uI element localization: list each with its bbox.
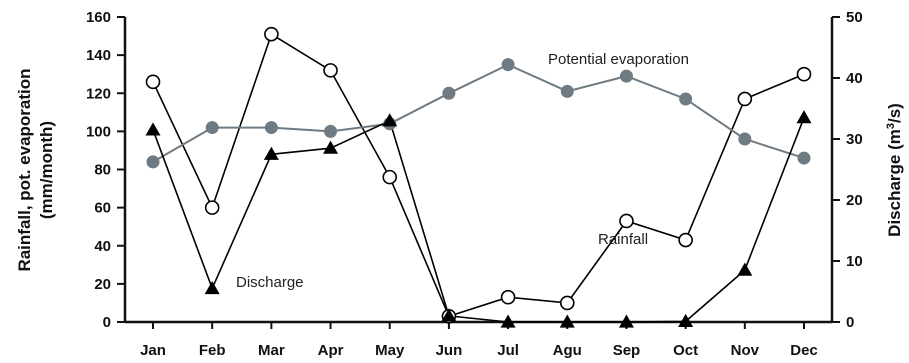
discharge-point [500, 314, 516, 328]
evaporation-point [560, 84, 574, 98]
left-axis-title-line1: Rainfall, pot. evaporation [15, 68, 34, 271]
evaporation-point [619, 69, 633, 83]
x-tick-label: Oct [673, 342, 698, 359]
discharge-point [323, 140, 339, 154]
rainfall-point [264, 26, 279, 42]
rainfall-point [500, 289, 516, 305]
evaporation-line [152, 63, 805, 163]
rainfall-point [204, 200, 220, 215]
x-tick-label: Nov [731, 342, 760, 359]
x-tick-label: Jul [497, 342, 519, 359]
evaporation-point [442, 86, 456, 100]
evaporation-point [679, 92, 693, 106]
evaporation-point [324, 124, 338, 138]
right-tick-label: 20 [846, 192, 863, 209]
discharge-point [263, 146, 279, 160]
discharge-point [441, 308, 457, 322]
left-axis-title: Rainfall, pot. evaporation (mm/month) [15, 68, 56, 271]
right-axis-title-sup: 3 [885, 123, 897, 129]
x-tick-label: Jun [436, 342, 463, 359]
left-tick-label: 160 [86, 9, 111, 26]
evaporation-point [146, 155, 160, 169]
left-tick-label: 40 [94, 238, 111, 255]
evaporation-annotation: Potential evaporation [548, 51, 689, 68]
rainfall-point [619, 213, 634, 229]
left-tick-label: 60 [94, 200, 111, 217]
series-markers [145, 26, 812, 328]
right-tick-label: 10 [846, 253, 863, 270]
discharge-point [559, 314, 575, 328]
discharge-point [382, 113, 398, 127]
discharge-point [204, 280, 220, 295]
rainfall-point [737, 91, 753, 107]
left-tick-label: 80 [94, 162, 111, 179]
right-tick-label: 50 [846, 9, 863, 26]
evaporation-point [264, 121, 278, 135]
rainfall-line [152, 32, 805, 318]
x-tick-label: Apr [318, 342, 344, 359]
evaporation-point [797, 151, 811, 165]
rainfall-point [559, 295, 575, 311]
axes [117, 16, 840, 329]
discharge-point [678, 313, 694, 328]
left-axis-title-line2: (mm/month) [37, 121, 56, 219]
x-tick-label: Sep [613, 342, 641, 359]
right-axis-title: Discharge (m3/s) [885, 103, 904, 237]
right-axis-title-prefix: Discharge (m [885, 129, 904, 237]
x-tick-label: Dec [790, 342, 818, 359]
left-tick-label: 20 [94, 276, 111, 293]
rainfall-point [323, 63, 338, 78]
right-axis-title-suffix: /s) [885, 103, 904, 123]
rainfall-point [796, 66, 812, 82]
x-tick-label: Agu [553, 342, 582, 359]
left-tick-label: 120 [86, 85, 111, 102]
discharge-point [145, 122, 161, 136]
left-tick-label: 100 [86, 123, 111, 140]
x-tick-label: Feb [199, 342, 226, 359]
left-tick-label: 0 [103, 314, 111, 331]
discharge-point [796, 110, 812, 124]
chart-labels: 0 20 40 60 80 100 120 140 160 0 10 20 30 40 50 Jan Feb Ma… [15, 9, 904, 359]
discharge-point [618, 314, 634, 328]
evaporation-point [205, 121, 219, 135]
rainfall-point [145, 74, 161, 90]
right-tick-label: 40 [846, 70, 863, 87]
discharge-point [737, 262, 753, 276]
rainfall-point [382, 169, 398, 185]
series-lines [152, 32, 805, 323]
evaporation-point [501, 58, 515, 72]
discharge-line [152, 117, 805, 323]
right-tick-label: 0 [846, 314, 854, 331]
rainfall-annotation: Rainfall [598, 231, 648, 248]
rainfall-point [678, 232, 693, 248]
x-tick-label: Jan [140, 342, 166, 359]
left-tick-label: 140 [86, 47, 111, 64]
x-tick-label: May [375, 342, 405, 359]
evaporation-point [738, 132, 752, 146]
x-tick-label: Mar [258, 342, 285, 359]
right-tick-label: 30 [846, 131, 863, 148]
discharge-annotation: Discharge [236, 274, 304, 291]
